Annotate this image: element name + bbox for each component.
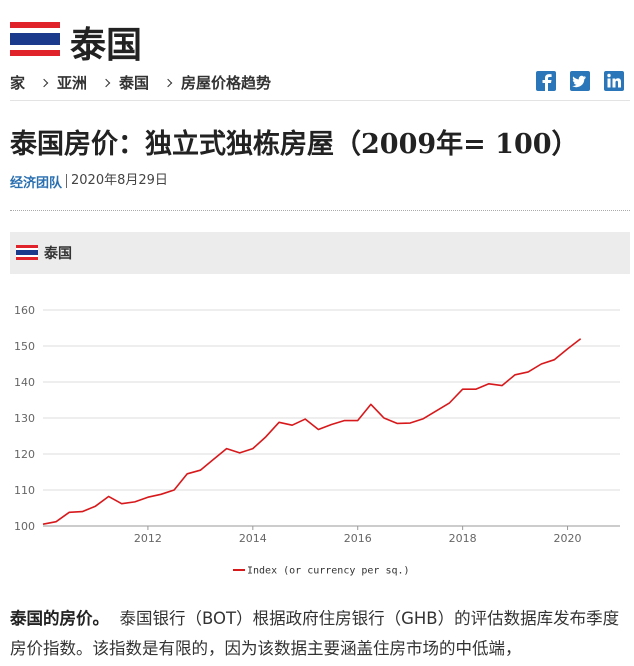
x-tick-label: 2012 bbox=[134, 532, 162, 545]
y-tick-label: 140 bbox=[14, 376, 35, 389]
dotted-divider bbox=[10, 210, 630, 211]
y-tick-label: 100 bbox=[14, 520, 35, 533]
date: 2020年8月29日 bbox=[66, 174, 168, 188]
y-tick-label: 150 bbox=[14, 340, 35, 353]
crumb[interactable]: 亚洲 bbox=[57, 74, 88, 92]
flag bbox=[10, 22, 60, 56]
crumb[interactable]: 泰国 bbox=[119, 74, 150, 92]
country-title: 泰国 bbox=[70, 25, 143, 66]
section-label: 泰国 bbox=[44, 246, 72, 262]
chart: 100 110 120 130 140 150 160 2012 2014 2016 2018 202… bbox=[14, 304, 620, 577]
article-title: 泰国房价：独立式独栋房屋（2009年= 100） bbox=[10, 129, 579, 160]
y-tick-label: 110 bbox=[14, 484, 35, 497]
x-tick-label: 2016 bbox=[344, 532, 372, 545]
facebook-icon[interactable] bbox=[536, 71, 556, 91]
legend-label: Index (or currency per sq.) bbox=[247, 566, 410, 577]
y-tick-label: 160 bbox=[14, 304, 35, 317]
crumb[interactable]: 家 bbox=[10, 74, 26, 92]
section-box bbox=[10, 232, 630, 274]
byline: 经济团队 2020年8月29日 bbox=[10, 172, 168, 192]
divider bbox=[10, 100, 630, 101]
x-tick-label: 2014 bbox=[239, 532, 267, 545]
lead: 泰国的房价。 bbox=[10, 609, 109, 628]
x-tick-label: 2018 bbox=[449, 532, 477, 545]
linkedin-icon[interactable] bbox=[604, 71, 624, 91]
author[interactable]: 经济团队 bbox=[10, 176, 63, 191]
crumb[interactable]: 房屋价格趋势 bbox=[181, 74, 272, 92]
social-icons bbox=[536, 71, 624, 91]
y-tick-label: 120 bbox=[14, 448, 35, 461]
twitter-icon[interactable] bbox=[570, 71, 590, 91]
line-series bbox=[42, 338, 582, 525]
x-tick-label: 2020 bbox=[554, 532, 582, 545]
breadcrumb: 家 亚洲 泰国 房屋价格趋势 bbox=[10, 72, 271, 93]
small-flag bbox=[16, 245, 38, 260]
body-text: 泰国银行（BOT）根据政府住房银行（GHB）的评估数据库发布季度房价指数。该指数… bbox=[10, 609, 620, 658]
y-tick-label: 130 bbox=[14, 412, 35, 425]
paragraph: 泰国的房价。 泰国银行（BOT）根据政府住房银行（GHB）的评估数据库发布季度房… bbox=[10, 604, 630, 664]
